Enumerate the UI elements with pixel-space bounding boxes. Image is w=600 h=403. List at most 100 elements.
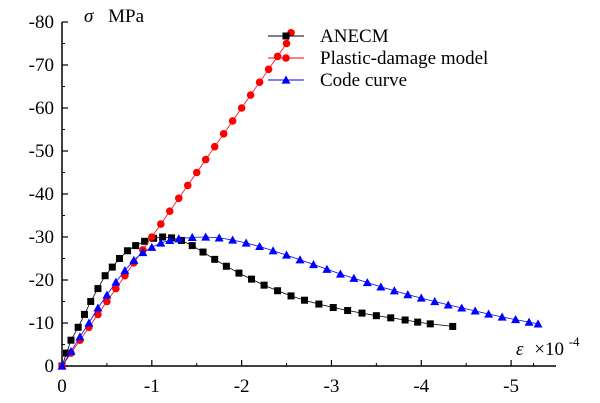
data-point-circle bbox=[94, 310, 102, 319]
data-point-square bbox=[387, 314, 395, 322]
data-point-circle bbox=[148, 233, 156, 241]
data-point-square bbox=[426, 320, 434, 328]
data-point-square bbox=[358, 309, 366, 317]
data-point-triangle bbox=[187, 232, 197, 242]
data-point-square bbox=[401, 316, 409, 324]
data-point-triangle bbox=[470, 306, 480, 315]
data-point-triangle bbox=[120, 266, 130, 275]
x-axis-symbol: ε bbox=[516, 339, 524, 360]
y-tick-label: -40 bbox=[29, 184, 54, 205]
y-tick-label: -60 bbox=[29, 98, 54, 119]
data-point-triangle bbox=[228, 235, 238, 244]
data-point-circle bbox=[165, 207, 174, 215]
data-point-circle bbox=[273, 52, 282, 61]
data-point-circle bbox=[264, 65, 273, 74]
data-point-square bbox=[67, 336, 75, 344]
data-point-triangle bbox=[281, 75, 291, 84]
data-point-triangle bbox=[389, 286, 399, 295]
series-group bbox=[58, 28, 295, 370]
legend-item: Plastic-damage model bbox=[268, 48, 488, 69]
data-point-circle bbox=[210, 142, 219, 151]
x-tick-label: -3 bbox=[324, 376, 340, 397]
data-point-triangle bbox=[282, 250, 292, 259]
data-point-circle bbox=[174, 194, 183, 203]
data-point-circle bbox=[112, 284, 120, 293]
y-tick-label: -30 bbox=[29, 227, 54, 248]
data-point-triangle bbox=[214, 233, 224, 242]
data-point-triangle bbox=[403, 290, 413, 299]
data-point-square bbox=[329, 304, 337, 312]
data-point-square bbox=[141, 237, 149, 245]
y-axis-label: σ MPa bbox=[84, 6, 145, 27]
data-point-square bbox=[108, 263, 116, 271]
data-point-triangle bbox=[138, 247, 148, 257]
data-point-square bbox=[248, 275, 256, 283]
data-point-triangle bbox=[165, 235, 175, 245]
data-point-square bbox=[344, 307, 352, 315]
data-point-square bbox=[132, 242, 140, 250]
data-point-square bbox=[260, 281, 268, 289]
x-tick-label: -2 bbox=[234, 376, 250, 397]
data-point-circle bbox=[255, 78, 264, 86]
data-point-square bbox=[301, 296, 309, 304]
data-point-triangle bbox=[430, 297, 440, 306]
data-point-triangle bbox=[84, 318, 94, 327]
data-point-triangle bbox=[93, 303, 103, 312]
data-point-triangle bbox=[322, 264, 332, 273]
data-point-triangle bbox=[102, 290, 112, 299]
y-axis-symbol: σ bbox=[84, 6, 94, 27]
data-point-triangle bbox=[201, 232, 211, 241]
data-point-circle bbox=[192, 168, 201, 177]
data-point-triangle bbox=[129, 255, 139, 264]
x-tick-label: 0 bbox=[57, 376, 67, 397]
data-point-circle bbox=[228, 117, 237, 125]
data-point-square bbox=[235, 269, 243, 277]
data-point-triangle bbox=[57, 361, 67, 370]
data-point-triangle bbox=[295, 255, 305, 264]
data-point-circle bbox=[157, 220, 165, 228]
data-point-triangle bbox=[376, 282, 386, 291]
data-point-circle bbox=[219, 130, 228, 138]
data-point-triangle bbox=[533, 319, 543, 328]
data-point-square bbox=[274, 287, 282, 295]
data-point-square bbox=[101, 272, 109, 280]
data-point-square bbox=[159, 233, 167, 241]
y-axis-unit: MPa bbox=[108, 6, 144, 27]
data-point-triangle bbox=[335, 269, 345, 278]
x-tick-label: -1 bbox=[144, 376, 160, 397]
data-point-square bbox=[222, 262, 230, 270]
data-point-square bbox=[315, 300, 323, 308]
data-point-square bbox=[372, 312, 380, 320]
data-point-circle bbox=[282, 54, 290, 62]
y-tick-label: -80 bbox=[29, 12, 54, 33]
data-point-triangle bbox=[484, 309, 494, 318]
data-point-square bbox=[124, 247, 132, 255]
data-point-triangle bbox=[416, 293, 426, 302]
data-point-triangle bbox=[75, 332, 85, 341]
x-axis-unit-base: ×10 bbox=[534, 339, 564, 360]
data-point-square bbox=[199, 248, 207, 256]
data-point-circle bbox=[282, 39, 291, 48]
data-point-square bbox=[62, 349, 70, 357]
data-point-triangle bbox=[524, 317, 534, 326]
x-tick-label: -5 bbox=[503, 376, 519, 397]
data-point-circle bbox=[237, 104, 246, 112]
y-tick-label: 0 bbox=[45, 356, 55, 377]
data-point-circle bbox=[201, 155, 210, 164]
y-tick-label: -70 bbox=[29, 55, 54, 76]
series-layer bbox=[57, 28, 543, 370]
legend-item: Code curve bbox=[268, 70, 407, 91]
data-point-square bbox=[449, 322, 457, 330]
data-point-triangle bbox=[497, 312, 507, 321]
data-point-square bbox=[211, 255, 219, 263]
data-point-square bbox=[87, 298, 95, 305]
series-group bbox=[57, 232, 543, 370]
data-point-square bbox=[282, 32, 290, 40]
data-point-triangle bbox=[147, 242, 157, 251]
data-point-square bbox=[168, 234, 176, 242]
x-ticks: 0 -1 -2 -3 -4 -5 bbox=[57, 360, 535, 397]
data-point-circle bbox=[103, 297, 111, 306]
data-point-triangle bbox=[457, 303, 467, 312]
x-tick-label: -4 bbox=[413, 376, 429, 397]
